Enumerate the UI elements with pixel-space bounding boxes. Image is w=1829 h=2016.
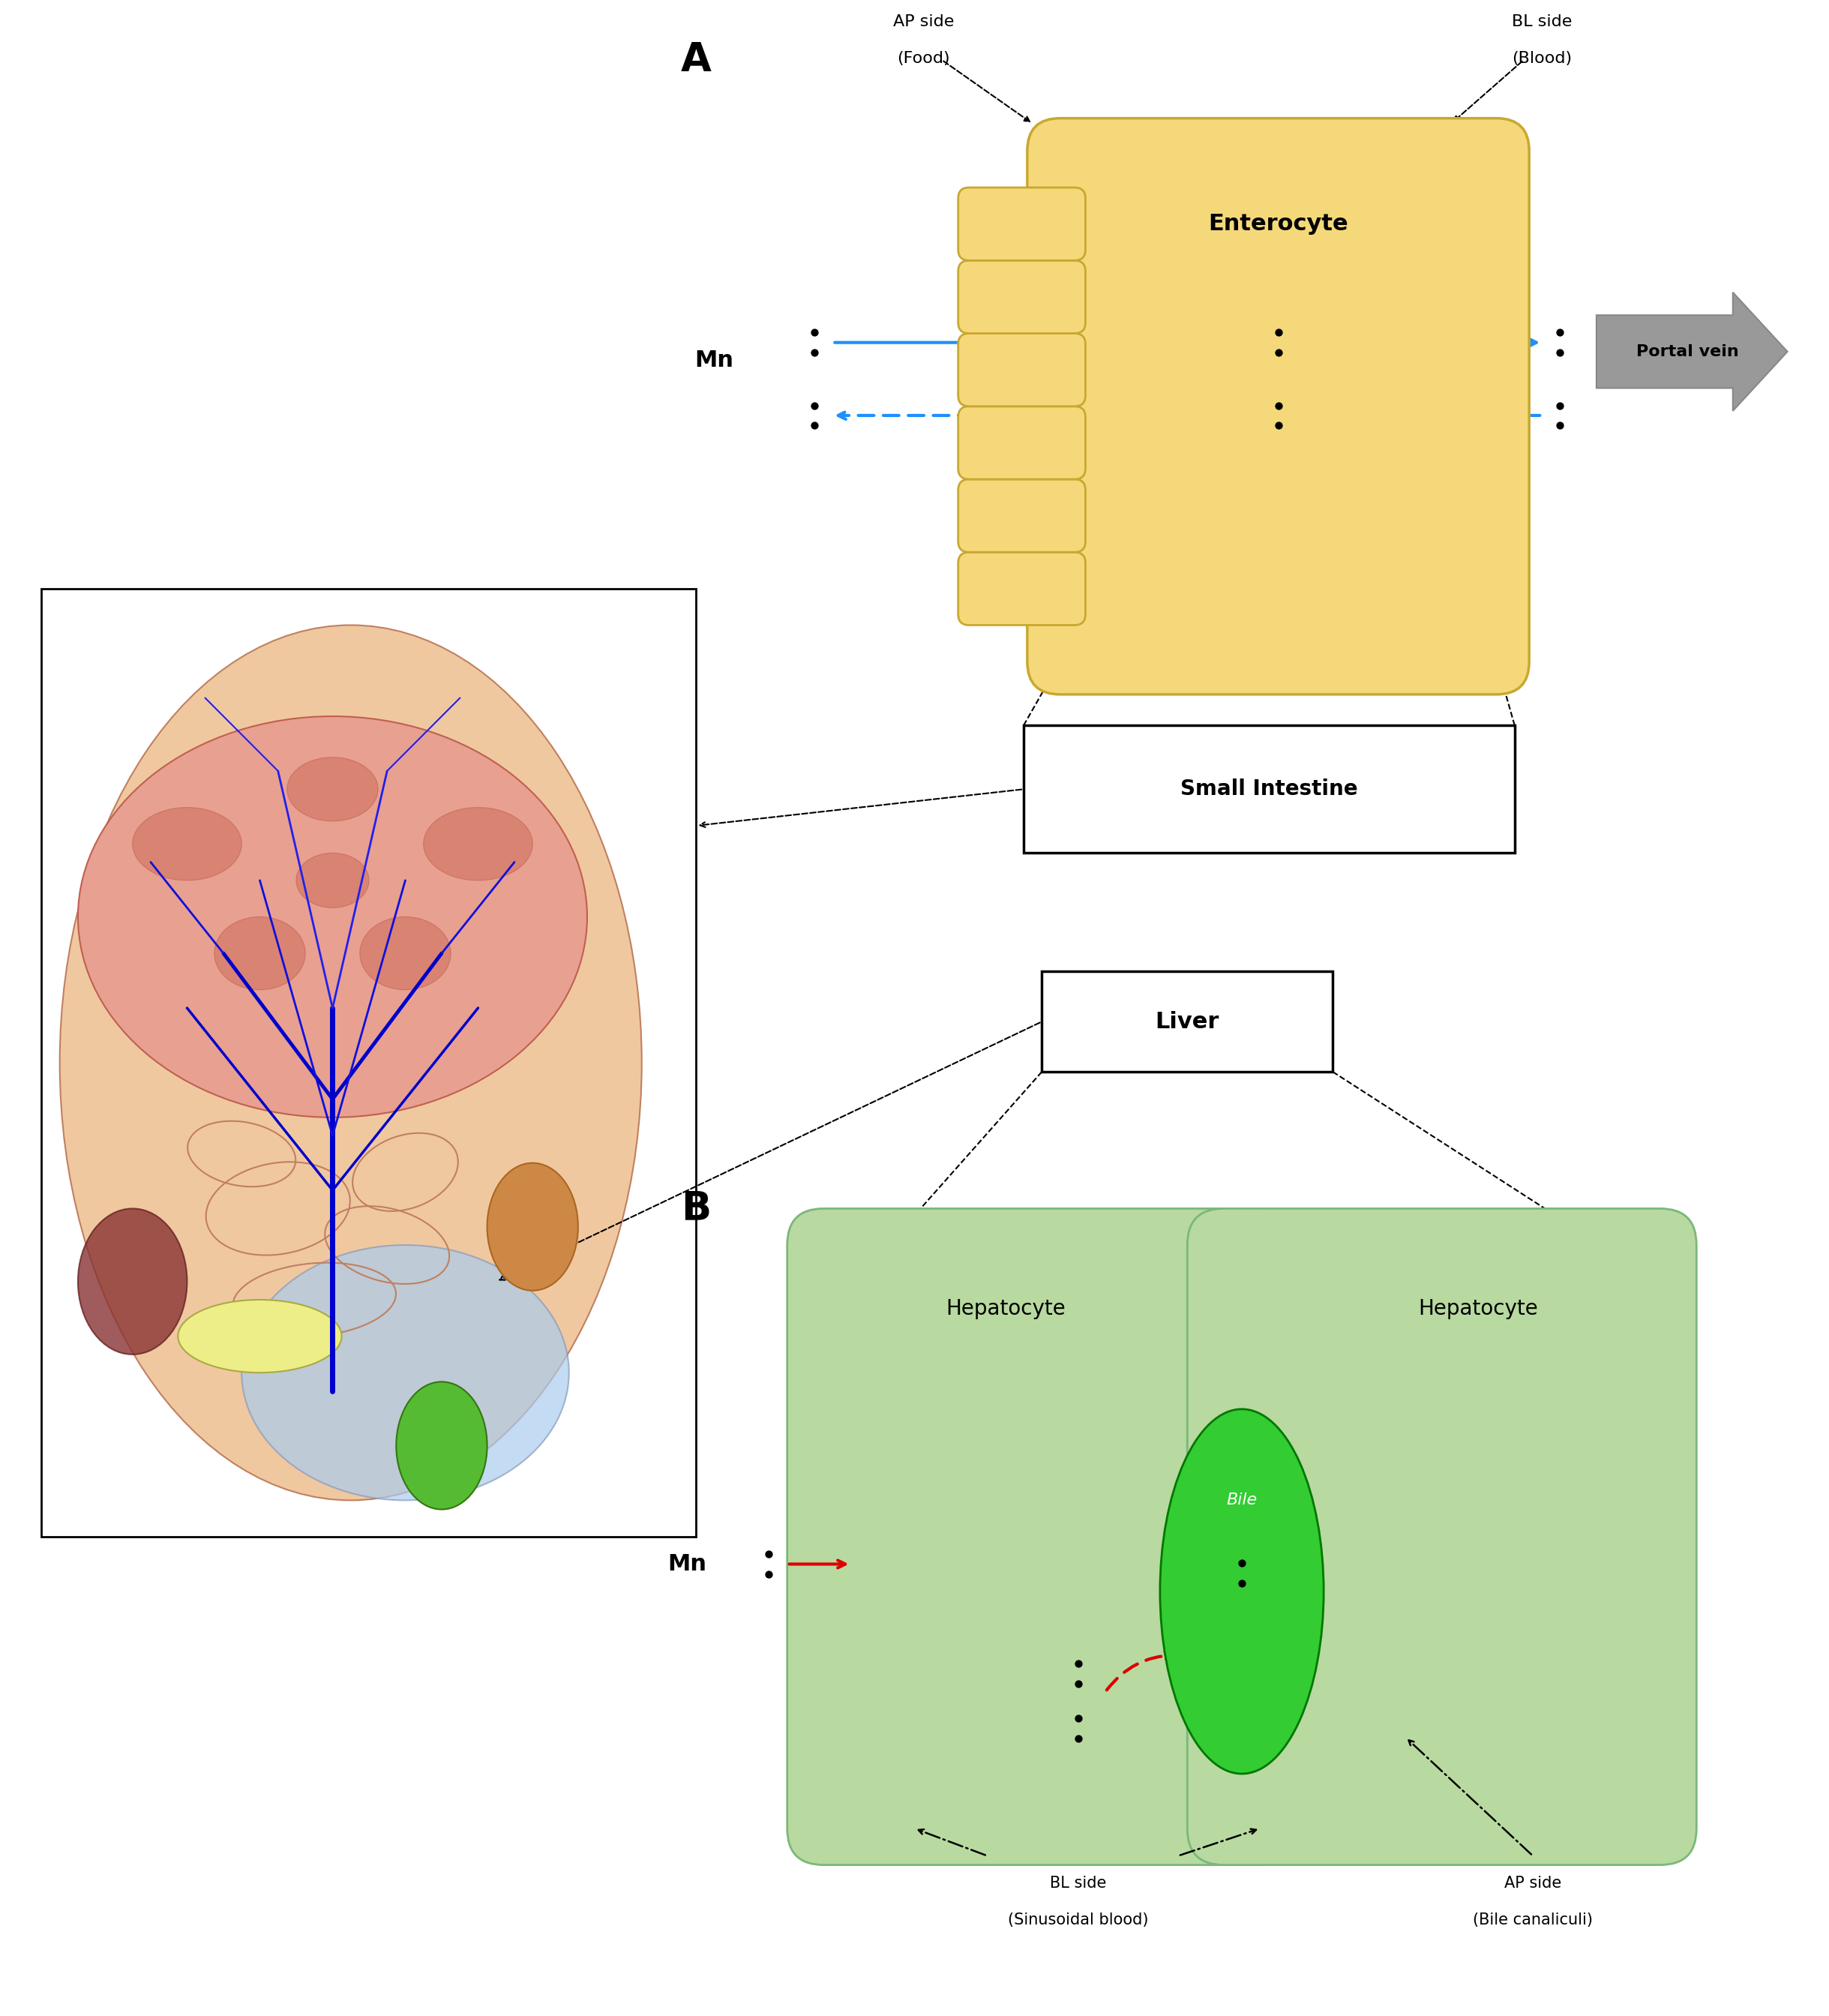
Point <box>1546 317 1575 349</box>
Point <box>1264 389 1293 421</box>
Text: (Sinusoidal blood): (Sinusoidal blood) <box>1008 1911 1149 1927</box>
Ellipse shape <box>287 758 379 821</box>
Text: (Bile canaliculi): (Bile canaliculi) <box>1472 1911 1593 1927</box>
Text: (Blood): (Blood) <box>1513 50 1571 67</box>
Text: Enterocyte: Enterocyte <box>1209 214 1348 236</box>
Point <box>1546 337 1575 369</box>
Ellipse shape <box>424 808 532 881</box>
Ellipse shape <box>132 808 241 881</box>
Point <box>754 1538 783 1570</box>
Text: Hepatocyte: Hepatocyte <box>1417 1298 1538 1318</box>
Text: AP side: AP side <box>1503 1875 1562 1891</box>
Text: BL side: BL side <box>1513 14 1573 30</box>
Bar <box>42 589 697 1536</box>
FancyBboxPatch shape <box>958 407 1085 480</box>
Point <box>799 317 829 349</box>
FancyBboxPatch shape <box>1028 119 1529 694</box>
Point <box>1546 409 1575 442</box>
FancyBboxPatch shape <box>958 552 1085 625</box>
Ellipse shape <box>60 625 642 1500</box>
Text: (Food): (Food) <box>896 50 949 67</box>
FancyArrow shape <box>1597 292 1787 411</box>
Ellipse shape <box>1160 1409 1324 1774</box>
Ellipse shape <box>79 1208 187 1355</box>
Ellipse shape <box>177 1300 342 1373</box>
Bar <box>1043 972 1333 1073</box>
Point <box>799 389 829 421</box>
Ellipse shape <box>487 1163 578 1290</box>
Point <box>799 337 829 369</box>
FancyBboxPatch shape <box>958 187 1085 260</box>
FancyBboxPatch shape <box>958 480 1085 552</box>
Text: Mn: Mn <box>695 351 733 371</box>
Ellipse shape <box>214 917 305 990</box>
Text: Bile: Bile <box>1227 1492 1257 1508</box>
Text: AP side: AP side <box>893 14 955 30</box>
Bar <box>1024 726 1514 853</box>
Ellipse shape <box>79 716 587 1117</box>
Point <box>1264 409 1293 442</box>
Text: Hepatocyte: Hepatocyte <box>946 1298 1064 1318</box>
Text: B: B <box>680 1189 711 1228</box>
FancyBboxPatch shape <box>958 260 1085 333</box>
Point <box>754 1558 783 1591</box>
Point <box>1264 317 1293 349</box>
Text: A: A <box>680 40 711 79</box>
Text: Portal vein: Portal vein <box>1637 345 1739 359</box>
Text: BL side: BL side <box>1050 1875 1107 1891</box>
Point <box>1063 1722 1092 1754</box>
FancyBboxPatch shape <box>1187 1208 1697 1865</box>
Text: Mn: Mn <box>668 1552 706 1574</box>
Point <box>1227 1546 1257 1579</box>
Ellipse shape <box>397 1381 487 1510</box>
Text: Small Intestine: Small Intestine <box>1180 778 1357 800</box>
FancyBboxPatch shape <box>958 333 1085 407</box>
Point <box>1546 389 1575 421</box>
Ellipse shape <box>360 917 450 990</box>
Point <box>1063 1702 1092 1734</box>
Ellipse shape <box>296 853 369 907</box>
Ellipse shape <box>241 1246 569 1500</box>
Point <box>1063 1667 1092 1699</box>
Point <box>1227 1566 1257 1599</box>
FancyBboxPatch shape <box>786 1208 1297 1865</box>
Point <box>1063 1647 1092 1679</box>
Point <box>1264 337 1293 369</box>
Text: Liver: Liver <box>1156 1010 1220 1032</box>
Point <box>799 409 829 442</box>
